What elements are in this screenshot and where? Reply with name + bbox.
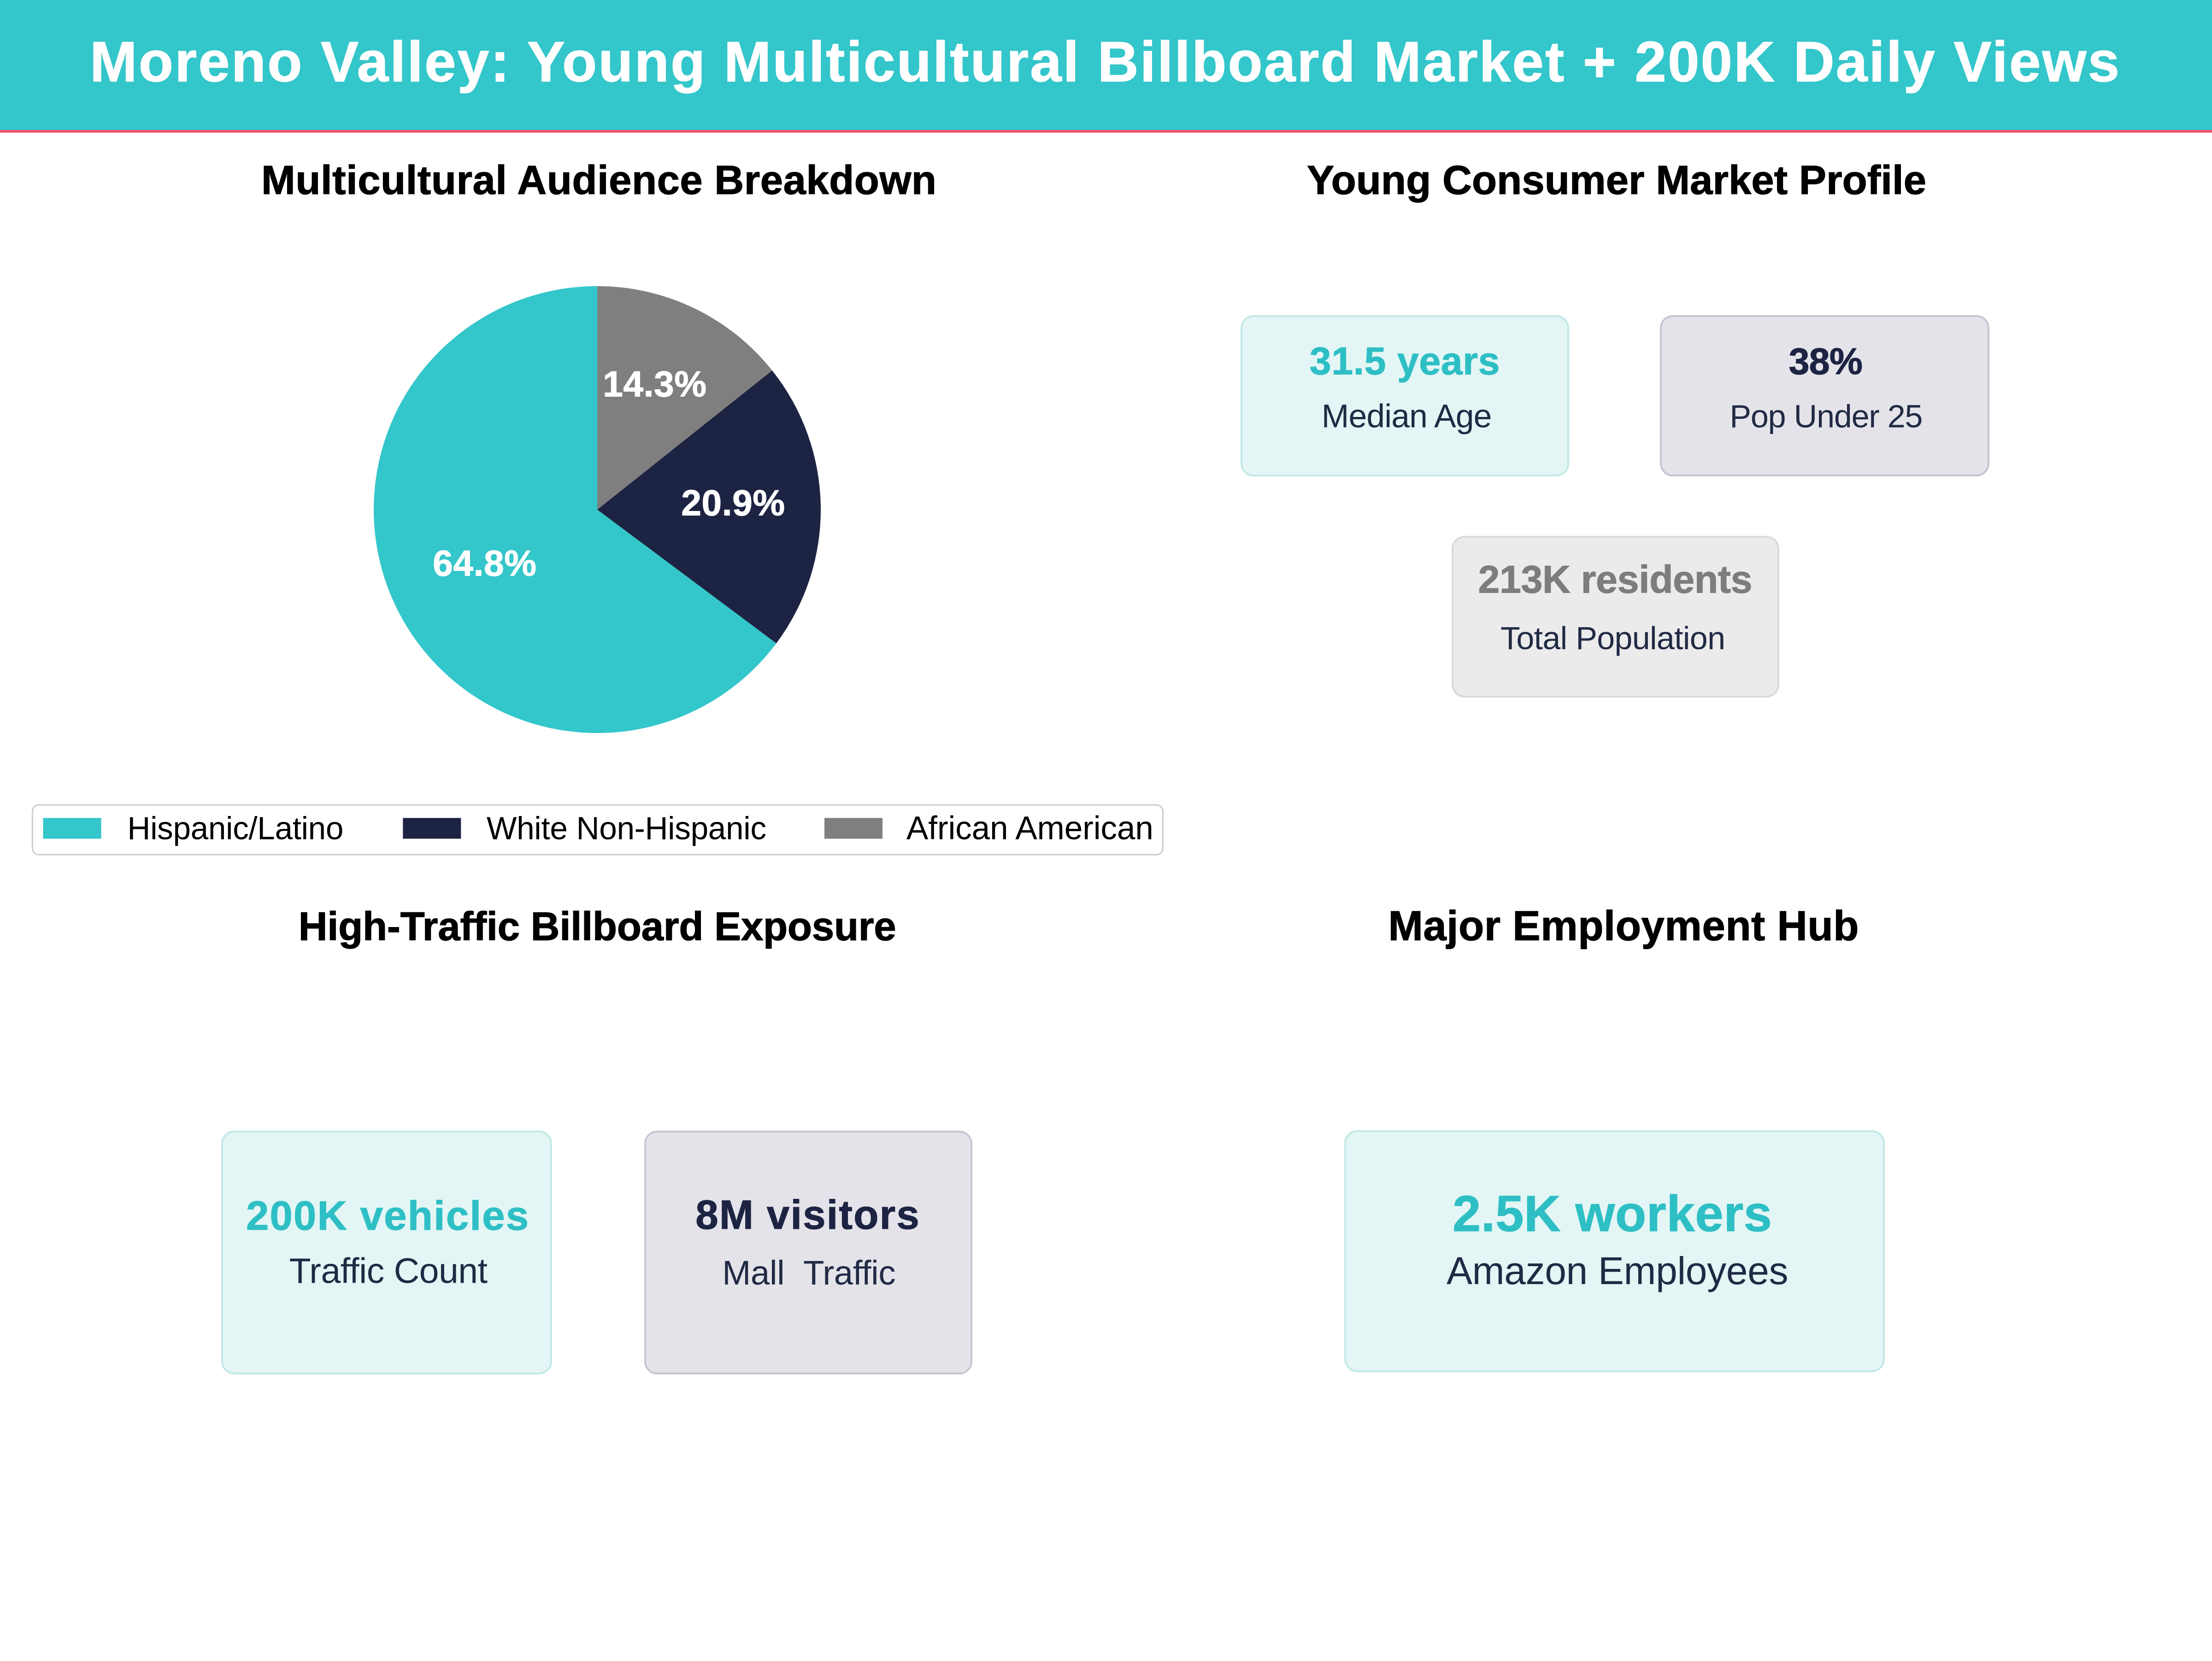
svg-text:64.8%: 64.8%	[433, 543, 536, 584]
svg-text:8M visitors: 8M visitors	[695, 1191, 919, 1238]
svg-text:African American: African American	[906, 810, 1153, 847]
svg-text:213K residents: 213K residents	[1478, 558, 1753, 601]
svg-text:14.3%: 14.3%	[603, 364, 706, 404]
svg-text:Young Consumer Market Profile: Young Consumer Market Profile	[1307, 157, 1926, 203]
svg-text:Mall Traffic: Mall Traffic	[722, 1254, 895, 1292]
svg-text:Total Population: Total Population	[1500, 620, 1725, 656]
svg-text:20.9%: 20.9%	[681, 483, 785, 523]
svg-text:38%: 38%	[1789, 341, 1863, 382]
svg-text:Multicultural Audience Breakdo: Multicultural Audience Breakdown	[261, 157, 936, 203]
svg-text:High-Traffic Billboard Exposur: High-Traffic Billboard Exposure	[299, 904, 896, 949]
svg-text:Major Employment Hub: Major Employment Hub	[1388, 903, 1859, 950]
svg-text:Hispanic/Latino: Hispanic/Latino	[127, 810, 343, 846]
svg-text:Amazon Employees: Amazon Employees	[1447, 1249, 1788, 1292]
svg-text:Median Age: Median Age	[1322, 398, 1492, 435]
svg-text:White Non-Hispanic: White Non-Hispanic	[487, 810, 766, 846]
svg-text:31.5 years: 31.5 years	[1310, 339, 1500, 382]
svg-text:Traffic Count: Traffic Count	[289, 1251, 488, 1291]
svg-text:200K vehicles: 200K vehicles	[246, 1192, 529, 1238]
svg-text:2.5K workers: 2.5K workers	[1453, 1186, 1772, 1242]
svg-text:Pop Under 25: Pop Under 25	[1730, 399, 1923, 434]
svg-text:Moreno Valley: Young Multicult: Moreno Valley: Young Multicultural Billb…	[90, 30, 2119, 94]
